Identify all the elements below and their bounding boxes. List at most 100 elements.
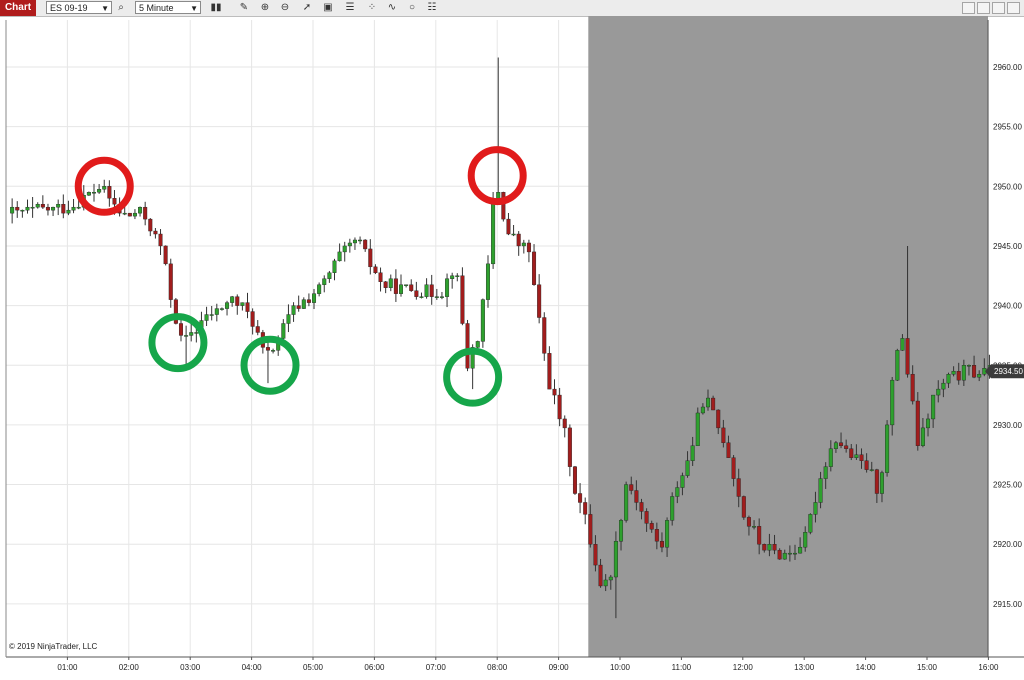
candle-up (926, 418, 931, 429)
candle-down (654, 529, 659, 542)
candle-down (250, 311, 255, 327)
pencil-icon[interactable]: ✎ (239, 2, 249, 13)
x-tick-label: 07:00 (426, 663, 447, 672)
candle-up (798, 546, 803, 554)
interval-value: 5 Minute (139, 3, 174, 13)
candle-down (956, 371, 961, 381)
candle-down (634, 490, 639, 503)
zoom-out-icon[interactable]: ⊖ (280, 2, 290, 13)
candle-down (40, 203, 45, 208)
shaded-region (588, 12, 988, 657)
strategies-icon[interactable]: ⁘ (367, 2, 377, 13)
zoom-in-icon[interactable]: ⊕ (260, 2, 270, 13)
candle-up (803, 532, 808, 548)
candle-down (736, 478, 741, 497)
candle-up (286, 314, 291, 324)
candle-down (61, 203, 66, 214)
candle-up (312, 293, 317, 303)
candle-up (813, 502, 818, 515)
candle-up (240, 302, 245, 306)
candle-up (281, 323, 286, 339)
x-tick-label: 10:00 (610, 663, 631, 672)
candle-up (706, 397, 711, 408)
candle-down (910, 373, 915, 402)
candle-up (51, 206, 56, 211)
refresh-icon[interactable]: ○ (408, 2, 416, 13)
chart-area[interactable]: 2915.002920.002925.002930.002935.002940.… (0, 12, 1024, 677)
candle-down (235, 296, 240, 306)
restore-button[interactable] (977, 2, 990, 14)
candle-down (562, 418, 567, 429)
candle-up (219, 308, 224, 310)
candle-up (35, 203, 40, 208)
candle-up (455, 275, 460, 277)
candle-up (439, 296, 444, 298)
candle-up (352, 239, 357, 244)
candle-up (470, 347, 475, 369)
candle-down (153, 230, 158, 235)
candle-down (163, 245, 168, 265)
candle-up (485, 263, 490, 300)
candle-up (900, 338, 905, 351)
candle-up (138, 206, 143, 214)
candle-down (874, 469, 879, 494)
y-tick-label: 2940.00 (993, 302, 1022, 311)
candle-down (173, 299, 178, 324)
candle-up (511, 233, 516, 236)
candle-up (808, 514, 813, 533)
x-tick-label: 09:00 (549, 663, 570, 672)
y-tick-label: 2915.00 (993, 600, 1022, 609)
candle-down (772, 544, 777, 551)
x-tick-label: 01:00 (57, 663, 78, 672)
x-tick-label: 15:00 (917, 663, 938, 672)
candle-down (429, 284, 434, 297)
candle-up (475, 341, 480, 348)
candle-up (828, 448, 833, 467)
candle-up (342, 245, 347, 253)
candle-up (209, 314, 214, 316)
candle-down (588, 514, 593, 545)
candle-down (178, 323, 183, 336)
candle-down (721, 427, 726, 443)
red-circle-annotation (74, 156, 134, 216)
x-tick-label: 12:00 (733, 663, 754, 672)
interval-selector[interactable]: 5 Minute ▼ (135, 1, 201, 14)
y-tick-label: 2925.00 (993, 481, 1022, 490)
chart-tab[interactable]: Chart (0, 0, 36, 16)
candle-up (920, 427, 925, 446)
candle-down (572, 466, 577, 494)
x-tick-label: 08:00 (487, 663, 508, 672)
candle-down (547, 353, 552, 390)
candle-down (639, 502, 644, 512)
minimize-button[interactable] (962, 2, 975, 14)
candle-up (977, 373, 982, 378)
y-tick-label: 2955.00 (993, 123, 1022, 132)
candle-up (767, 544, 772, 551)
candle-up (92, 192, 97, 194)
candle-up (885, 424, 890, 473)
candles (10, 57, 992, 619)
candle-down (859, 454, 864, 461)
candle-up (480, 299, 485, 342)
candle-up (680, 475, 685, 488)
candle-up (823, 466, 828, 479)
settings-icon[interactable]: ☷ (427, 2, 437, 13)
search-icon[interactable]: ⌕ (118, 2, 124, 13)
candle-up (521, 242, 526, 247)
instrument-selector[interactable]: ES 09-19 ▼ (46, 1, 112, 14)
bar-type-icon[interactable]: ▮▮ (210, 2, 222, 13)
properties-icon[interactable]: ▣ (323, 2, 333, 13)
candle-down (757, 526, 762, 545)
maximize-button[interactable] (992, 2, 1005, 14)
indicators-icon[interactable]: ∿ (387, 2, 397, 13)
candle-down (844, 445, 849, 449)
candle-down (378, 272, 383, 282)
pointer-icon[interactable]: ➚ (302, 2, 312, 13)
candle-down (557, 394, 562, 420)
candle-down (567, 427, 572, 467)
candle-up (322, 278, 327, 285)
candle-up (624, 484, 629, 521)
candle-down (839, 442, 844, 446)
layout-icon[interactable]: ☰ (345, 2, 355, 13)
close-button[interactable] (1007, 2, 1020, 14)
